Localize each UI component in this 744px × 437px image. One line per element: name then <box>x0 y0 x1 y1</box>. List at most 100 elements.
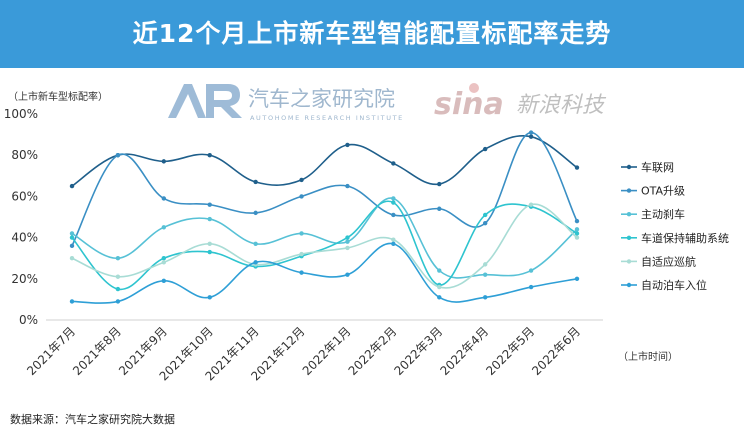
legend-marker <box>626 164 632 170</box>
legend-marker <box>626 235 632 240</box>
data-point <box>161 225 167 230</box>
data-point <box>115 299 121 304</box>
data-point <box>574 276 580 281</box>
title-bar: 近12个月上市新车型智能配置标配率走势 <box>0 0 744 68</box>
data-point <box>161 256 167 261</box>
legend-label: 车联网 <box>641 160 674 174</box>
data-point <box>391 212 396 218</box>
x-tick-label: 2021年7月 <box>24 324 78 378</box>
data-point <box>528 284 534 290</box>
legend-marker <box>626 259 632 264</box>
data-point <box>437 268 442 273</box>
data-point <box>391 237 396 242</box>
data-point <box>574 165 580 170</box>
y-tick-label: 80% <box>11 148 38 162</box>
data-point <box>528 268 534 273</box>
data-point <box>482 262 488 267</box>
data-point <box>437 181 442 187</box>
data-point <box>345 235 350 240</box>
autohome-watermark: 汽车之家研究院 AUTOHOME RESEARCH INSTITUTE <box>168 84 404 122</box>
data-point <box>528 202 534 207</box>
data-point <box>253 260 258 265</box>
x-tick-label: 2022年3月 <box>392 324 446 378</box>
autohome-watermark-text: 汽车之家研究院 <box>248 87 395 111</box>
data-source: 数据来源：汽车之家研究院大数据 <box>10 413 175 426</box>
legend-marker <box>626 282 632 288</box>
data-point <box>161 196 167 201</box>
sina-logo-text: sina <box>434 87 504 122</box>
data-point <box>207 153 212 158</box>
data-point <box>69 256 75 261</box>
autohome-watermark-subtext: AUTOHOME RESEARCH INSTITUTE <box>250 114 404 122</box>
data-point <box>69 243 75 249</box>
data-point <box>115 274 121 279</box>
series-line <box>71 242 578 304</box>
data-point <box>437 295 442 300</box>
data-point <box>391 241 396 246</box>
data-point <box>345 142 350 148</box>
y-tick-label: 40% <box>11 231 38 245</box>
y-axis-label: （上市新车型标配率） <box>8 92 108 103</box>
data-point <box>391 161 396 166</box>
data-point <box>574 235 580 240</box>
data-point <box>207 249 212 255</box>
x-tick-label: 2022年1月 <box>300 324 354 378</box>
y-tick-label: 0% <box>19 313 38 327</box>
legend-label: 主动刹车 <box>641 207 685 221</box>
data-point <box>482 295 488 300</box>
x-tick-label: 2022年5月 <box>483 324 537 378</box>
page-title: 近12个月上市新车型智能配置标配率走势 <box>132 19 612 48</box>
x-tick-label: 2022年2月 <box>346 324 400 378</box>
data-point <box>253 241 258 246</box>
legend-label: 自适应巡航 <box>641 254 696 268</box>
x-axis-label: （上市时间） <box>618 352 678 363</box>
data-point <box>161 260 167 265</box>
data-point <box>299 194 304 199</box>
data-point <box>69 235 75 240</box>
sina-watermark: sina 新浪科技 <box>434 83 607 122</box>
legend-label: OTA升级 <box>641 185 685 198</box>
y-tick-label: 100% <box>4 107 38 121</box>
data-point <box>391 196 396 201</box>
data-point <box>345 239 350 244</box>
data-point <box>437 206 442 211</box>
data-point <box>391 200 396 205</box>
data-point <box>207 295 212 300</box>
data-point <box>574 227 580 232</box>
data-point <box>115 286 121 292</box>
legend-marker <box>626 188 632 193</box>
data-point <box>69 299 75 304</box>
data-point <box>482 212 488 218</box>
legend-label: 车道保持辅助系统 <box>641 231 729 245</box>
data-point <box>207 241 212 246</box>
legend-marker <box>626 212 632 217</box>
data-point <box>161 278 167 284</box>
data-point <box>69 183 75 189</box>
data-point <box>574 218 580 224</box>
data-point <box>299 231 304 236</box>
data-point <box>528 130 534 135</box>
series-line <box>71 135 578 187</box>
data-point <box>345 183 350 189</box>
data-point <box>299 251 304 257</box>
data-point <box>161 159 167 164</box>
data-point <box>253 179 258 185</box>
legend-label: 自动泊车入位 <box>641 278 707 292</box>
data-point <box>253 210 258 216</box>
data-point <box>345 245 350 251</box>
data-point <box>299 177 304 183</box>
series-line <box>71 197 578 279</box>
data-point <box>482 220 488 226</box>
x-tick-label: 2022年6月 <box>529 324 583 378</box>
data-point <box>115 256 121 261</box>
data-point <box>207 216 212 222</box>
y-tick-label: 60% <box>11 189 38 203</box>
data-point <box>69 231 75 236</box>
data-point <box>528 134 534 139</box>
data-point <box>299 270 304 275</box>
data-point <box>482 272 488 277</box>
x-tick-label: 2022年4月 <box>437 324 491 378</box>
data-point <box>345 272 350 277</box>
data-point <box>482 146 488 152</box>
